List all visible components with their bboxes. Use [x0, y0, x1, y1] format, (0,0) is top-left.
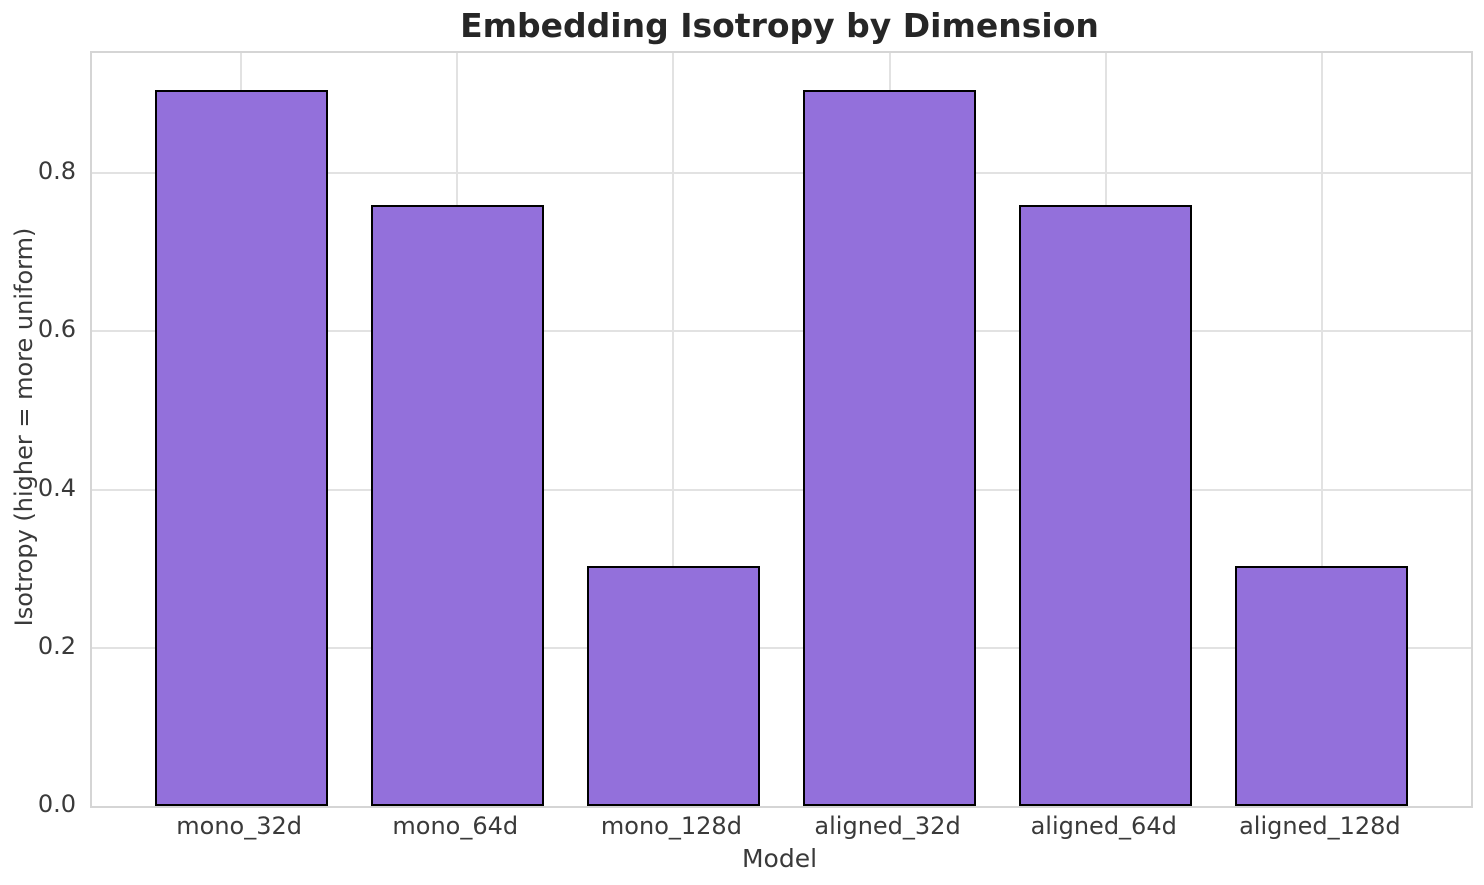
bar-aligned_32d: [803, 90, 977, 806]
x-tick-label: mono_32d: [176, 812, 302, 840]
y-tick-label: 0.4: [37, 473, 76, 502]
h-gridline: [92, 172, 1471, 175]
h-gridline: [92, 330, 1471, 333]
h-gridline: [92, 488, 1471, 491]
x-tick-label: aligned_64d: [1030, 812, 1177, 840]
bar-mono_32d: [154, 90, 328, 806]
h-gridline: [92, 646, 1471, 649]
x-tick-label: mono_128d: [600, 812, 742, 840]
chart-title: Embedding Isotropy by Dimension: [460, 6, 1099, 45]
bar-aligned_128d: [1235, 566, 1409, 806]
y-axis-label: Isotropy (higher = more uniform): [10, 227, 38, 627]
y-tick-label: 0.0: [37, 790, 76, 818]
bar-aligned_64d: [1019, 204, 1193, 806]
y-tick-label: 0.6: [37, 315, 76, 344]
v-gridline: [672, 53, 675, 806]
bar-mono_64d: [370, 204, 544, 806]
y-tick-label: 0.2: [37, 631, 76, 660]
x-tick-label: mono_64d: [392, 812, 519, 840]
v-gridline: [1320, 53, 1323, 806]
x-tick-label: aligned_128d: [1239, 812, 1401, 840]
y-tick-label: 0.8: [37, 157, 76, 186]
plot-area: [90, 51, 1473, 808]
x-tick-label: aligned_32d: [814, 812, 961, 840]
x-axis-label: Model: [741, 844, 818, 873]
bar-mono_128d: [586, 566, 760, 806]
